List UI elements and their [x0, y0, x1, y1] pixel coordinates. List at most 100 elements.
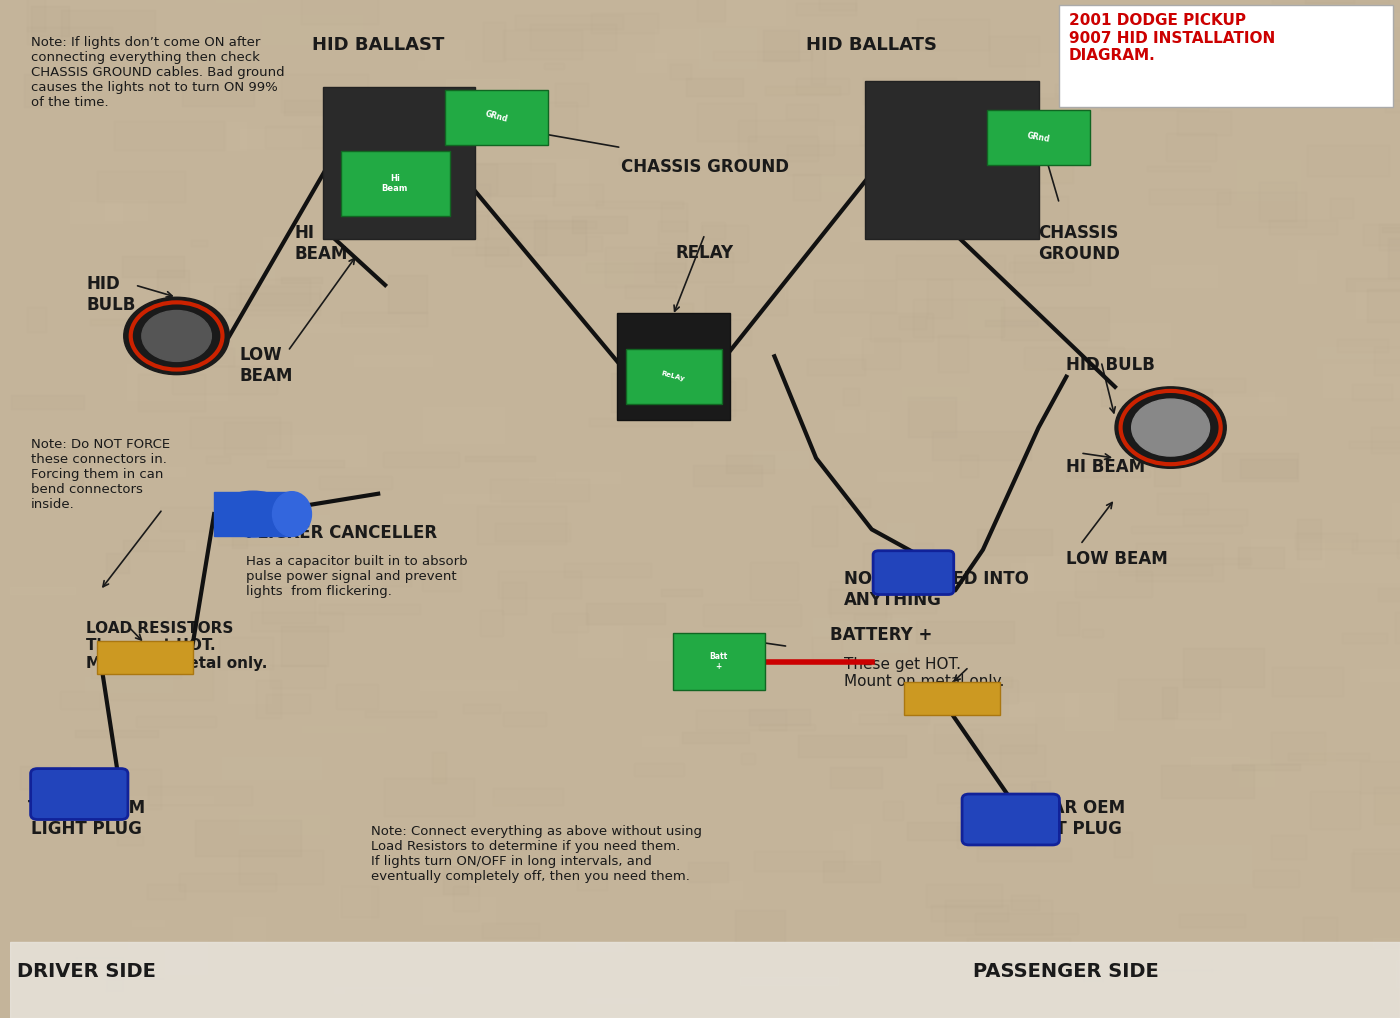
Bar — [214, 492, 291, 536]
Bar — [1183, 708, 1242, 728]
Bar — [206, 501, 221, 523]
Bar — [220, 637, 273, 670]
Bar — [1067, 423, 1156, 447]
Bar — [476, 849, 567, 876]
Bar — [1273, 667, 1343, 696]
Bar — [543, 425, 615, 436]
Bar — [1029, 374, 1061, 391]
Bar — [504, 0, 596, 22]
Bar — [785, 105, 818, 119]
Bar — [749, 710, 811, 725]
Bar — [1378, 588, 1400, 602]
Bar — [661, 588, 701, 596]
Bar — [473, 102, 577, 137]
Bar — [1166, 133, 1215, 161]
Bar — [763, 31, 798, 61]
Bar — [1085, 244, 1114, 257]
Bar — [132, 919, 164, 926]
Bar — [42, 823, 77, 861]
Bar — [322, 934, 416, 948]
Bar — [1347, 278, 1400, 291]
Bar — [444, 494, 500, 503]
Bar — [486, 129, 515, 137]
Bar — [426, 40, 465, 60]
Bar — [1162, 629, 1226, 663]
Bar — [627, 361, 689, 381]
Bar — [1175, 379, 1245, 393]
Bar — [813, 280, 896, 313]
Bar — [251, 613, 343, 631]
Bar — [1039, 891, 1112, 921]
Bar — [1190, 597, 1205, 605]
Bar — [879, 434, 934, 457]
Bar — [969, 192, 1001, 203]
Bar — [151, 508, 189, 523]
Bar — [1373, 938, 1400, 949]
Bar — [923, 677, 1012, 687]
Bar — [365, 711, 437, 717]
Bar — [27, 0, 45, 31]
Bar — [1175, 713, 1231, 728]
Bar — [122, 257, 183, 277]
Bar — [181, 754, 200, 783]
Bar — [840, 395, 918, 406]
Bar — [1205, 397, 1287, 415]
Bar — [697, 103, 756, 142]
Bar — [1177, 111, 1231, 135]
Bar — [1144, 531, 1165, 543]
Bar — [189, 165, 283, 192]
Bar — [812, 416, 861, 449]
Bar — [917, 18, 988, 50]
Bar — [967, 729, 981, 760]
Bar — [820, 175, 865, 191]
Bar — [827, 576, 902, 584]
Bar — [20, 767, 70, 789]
Bar — [568, 847, 638, 861]
Bar — [332, 467, 417, 507]
Bar — [969, 300, 1004, 329]
Bar — [878, 112, 949, 138]
Bar — [1179, 914, 1245, 927]
Bar — [511, 327, 552, 335]
Bar — [490, 959, 596, 987]
Bar — [833, 960, 906, 971]
Bar — [713, 139, 757, 177]
Bar — [1350, 718, 1400, 758]
Bar — [396, 792, 496, 821]
Bar — [1127, 804, 1228, 828]
Bar — [262, 587, 315, 623]
Bar — [35, 386, 84, 404]
Bar — [99, 402, 168, 428]
Bar — [70, 202, 122, 223]
Bar — [356, 668, 412, 682]
Bar — [853, 712, 886, 722]
Bar — [1266, 4, 1352, 11]
Bar — [144, 542, 231, 560]
Bar — [612, 373, 633, 411]
Bar — [483, 22, 505, 61]
Bar — [811, 44, 825, 84]
Bar — [1327, 818, 1400, 849]
Bar — [1184, 757, 1254, 765]
Bar — [696, 711, 787, 730]
Bar — [227, 122, 245, 150]
Bar — [384, 452, 459, 466]
Bar — [925, 885, 1002, 907]
Bar — [843, 159, 949, 176]
Bar — [402, 100, 426, 129]
Bar — [1373, 787, 1400, 825]
Bar — [302, 352, 378, 384]
Bar — [281, 277, 322, 283]
Text: NOT PLUGGED INTO
ANYTHING: NOT PLUGGED INTO ANYTHING — [844, 570, 1029, 609]
Bar — [812, 506, 837, 546]
Bar — [1308, 689, 1372, 696]
Bar — [834, 881, 938, 914]
Bar — [480, 610, 503, 635]
Bar — [669, 381, 735, 416]
Bar — [707, 442, 787, 469]
Bar — [319, 475, 392, 490]
Bar — [556, 471, 620, 483]
Bar — [328, 735, 388, 767]
Bar — [858, 714, 930, 724]
Bar — [266, 693, 311, 713]
